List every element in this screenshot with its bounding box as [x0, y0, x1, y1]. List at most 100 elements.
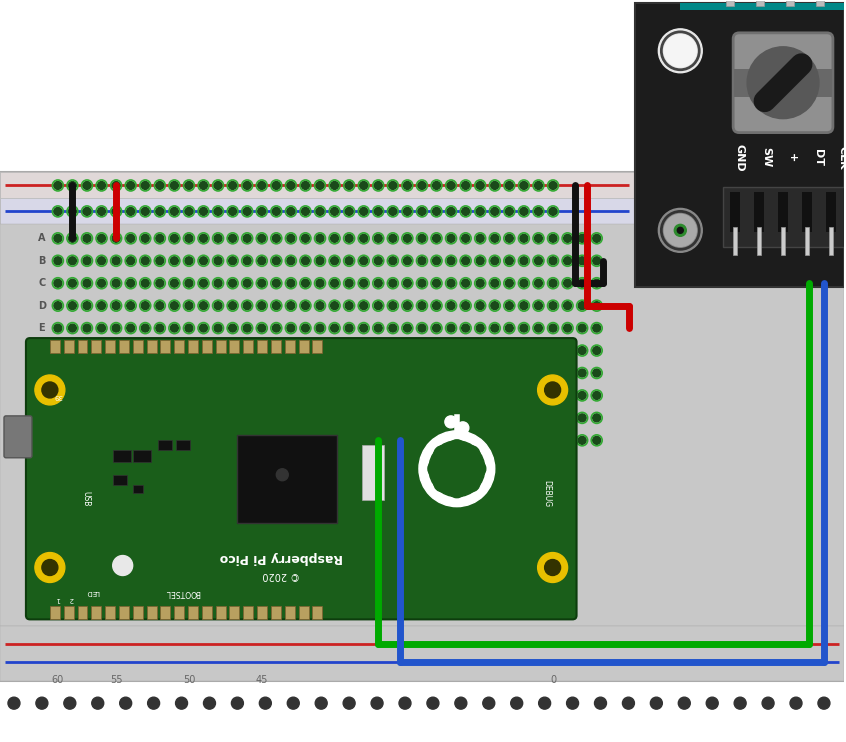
- Bar: [202, 340, 212, 353]
- Circle shape: [141, 234, 149, 243]
- Circle shape: [505, 414, 514, 422]
- Circle shape: [63, 697, 76, 709]
- Circle shape: [287, 369, 295, 377]
- Circle shape: [535, 347, 542, 355]
- Text: 60: 60: [52, 339, 64, 349]
- Circle shape: [200, 279, 207, 287]
- Circle shape: [54, 392, 62, 399]
- Circle shape: [462, 446, 480, 464]
- Circle shape: [674, 224, 686, 237]
- Circle shape: [491, 302, 499, 309]
- Circle shape: [113, 279, 120, 287]
- Circle shape: [563, 436, 572, 444]
- Circle shape: [200, 257, 207, 265]
- Circle shape: [83, 302, 91, 309]
- Circle shape: [535, 257, 542, 265]
- Circle shape: [156, 324, 164, 332]
- Circle shape: [42, 559, 58, 576]
- Circle shape: [54, 324, 62, 332]
- Circle shape: [127, 369, 135, 377]
- Bar: [299, 340, 309, 353]
- Circle shape: [214, 436, 222, 444]
- Circle shape: [520, 182, 528, 189]
- Circle shape: [535, 234, 542, 243]
- Circle shape: [462, 324, 470, 332]
- Circle shape: [141, 257, 149, 265]
- Circle shape: [462, 182, 470, 189]
- Text: 1: 1: [56, 597, 60, 603]
- Circle shape: [258, 414, 266, 422]
- Circle shape: [418, 436, 426, 444]
- Circle shape: [505, 369, 514, 377]
- Bar: [113, 450, 130, 462]
- Circle shape: [97, 392, 106, 399]
- Circle shape: [389, 257, 397, 265]
- Circle shape: [214, 182, 222, 189]
- Circle shape: [170, 234, 179, 243]
- Circle shape: [141, 182, 149, 189]
- Bar: [119, 340, 129, 353]
- Circle shape: [272, 257, 280, 265]
- Circle shape: [389, 369, 397, 377]
- Bar: [50, 340, 60, 353]
- Circle shape: [447, 257, 455, 265]
- Bar: [133, 485, 143, 493]
- Circle shape: [243, 392, 251, 399]
- Circle shape: [243, 257, 251, 265]
- Bar: [0, 224, 843, 626]
- Circle shape: [228, 182, 237, 189]
- Circle shape: [127, 234, 135, 243]
- Circle shape: [538, 375, 568, 405]
- Circle shape: [374, 414, 382, 422]
- Circle shape: [127, 392, 135, 399]
- Circle shape: [83, 234, 91, 243]
- Circle shape: [258, 279, 266, 287]
- Circle shape: [345, 414, 353, 422]
- Circle shape: [331, 324, 338, 332]
- Circle shape: [345, 347, 353, 355]
- Circle shape: [54, 234, 62, 243]
- Circle shape: [578, 279, 586, 287]
- Circle shape: [404, 324, 411, 332]
- Bar: [0, 626, 843, 681]
- Circle shape: [316, 697, 327, 709]
- Circle shape: [578, 392, 586, 399]
- Bar: [754, 192, 764, 232]
- FancyBboxPatch shape: [4, 416, 32, 458]
- Bar: [285, 340, 294, 353]
- Circle shape: [156, 347, 164, 355]
- Circle shape: [360, 208, 368, 215]
- Circle shape: [301, 392, 310, 399]
- Circle shape: [97, 279, 106, 287]
- Circle shape: [170, 324, 179, 332]
- Circle shape: [389, 208, 397, 215]
- Circle shape: [331, 392, 338, 399]
- Circle shape: [747, 47, 819, 119]
- Circle shape: [272, 182, 280, 189]
- Bar: [105, 606, 115, 620]
- Circle shape: [404, 302, 411, 309]
- Circle shape: [404, 279, 411, 287]
- Circle shape: [243, 436, 251, 444]
- Circle shape: [445, 416, 457, 428]
- Circle shape: [374, 182, 382, 189]
- Circle shape: [200, 324, 207, 332]
- Circle shape: [419, 431, 495, 507]
- Circle shape: [156, 392, 164, 399]
- Text: DEBUG: DEBUG: [542, 480, 551, 508]
- Circle shape: [113, 302, 120, 309]
- Circle shape: [141, 324, 149, 332]
- Circle shape: [214, 208, 222, 215]
- Circle shape: [418, 347, 426, 355]
- Circle shape: [127, 182, 135, 189]
- Circle shape: [54, 369, 62, 377]
- Circle shape: [549, 324, 557, 332]
- Bar: [299, 606, 309, 620]
- Circle shape: [535, 279, 542, 287]
- Text: Raspberry Pi Pico: Raspberry Pi Pico: [220, 551, 343, 564]
- Circle shape: [113, 182, 120, 189]
- Circle shape: [97, 302, 106, 309]
- Circle shape: [228, 392, 237, 399]
- Circle shape: [170, 347, 179, 355]
- Circle shape: [97, 208, 106, 215]
